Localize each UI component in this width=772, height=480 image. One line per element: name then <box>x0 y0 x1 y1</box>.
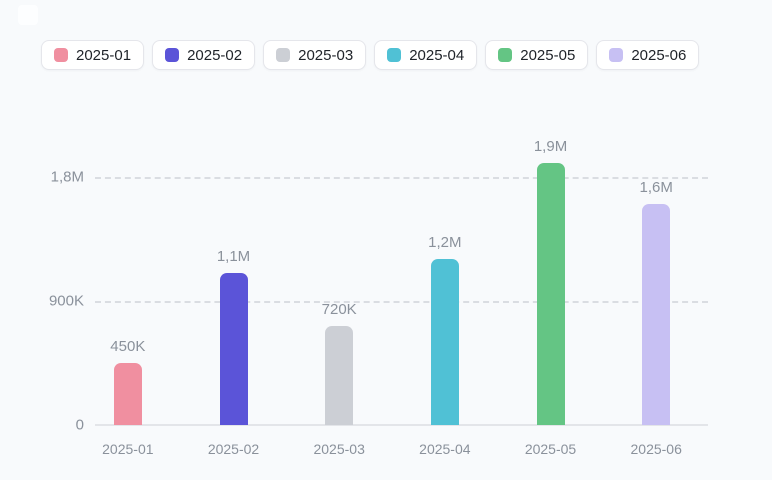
bar-value-label: 1,9M <box>533 137 568 155</box>
bar-cell-2025-03: 720K <box>286 150 392 426</box>
legend-item-label: 2025-05 <box>520 46 576 64</box>
legend-item-2025-04[interactable]: 2025-04 <box>374 40 478 70</box>
bar-cell-2025-02: 1,1M <box>181 150 287 426</box>
bar-2025-06[interactable] <box>642 204 671 425</box>
bar-value-label: 1,1M <box>216 248 251 266</box>
legend-item-2025-01[interactable]: 2025-01 <box>41 40 145 70</box>
grid-line <box>95 300 708 303</box>
x-axis-label-2025-02: 2025-02 <box>207 441 260 457</box>
bar-value-label: 720K <box>321 300 357 318</box>
bar-cell-2025-01: 450K <box>75 150 181 426</box>
x-axis-line <box>95 424 708 426</box>
legend-swatch <box>54 48 68 62</box>
top-left-widget <box>18 5 38 25</box>
legend: 2025-01 2025-02 2025-03 2025-04 2025-05 2025-… <box>41 40 700 70</box>
bar-2025-03[interactable] <box>325 325 354 425</box>
legend-item-label: 2025-06 <box>631 46 687 64</box>
bar-2025-05[interactable] <box>536 162 565 425</box>
legend-swatch <box>165 48 180 62</box>
y-axis-tick-label: 0 <box>75 416 84 434</box>
legend-swatch <box>498 48 513 62</box>
x-axis-label-2025-04: 2025-04 <box>419 441 471 457</box>
legend-item-label: 2025-02 <box>187 46 243 64</box>
bar-chart: 450K 1,1M 720K 1,2M 1,9M 1,6M <box>75 138 709 426</box>
legend-item-2025-05[interactable]: 2025-05 <box>485 40 589 70</box>
x-axis-labels: 2025-01 2025-02 2025-03 2025-04 2025-05 2025-… <box>75 441 709 457</box>
legend-item-label: 2025-03 <box>298 46 354 64</box>
bar-value-label: 1,6M <box>639 179 673 197</box>
legend-item-label: 2025-04 <box>409 46 465 64</box>
legend-item-2025-02[interactable]: 2025-02 <box>152 40 256 70</box>
legend-swatch <box>609 48 624 62</box>
bar-2025-04[interactable] <box>430 259 459 425</box>
legend-swatch <box>387 48 402 62</box>
y-axis-tick-label: 900K <box>48 292 84 310</box>
y-axis-tick-label: 1,8M <box>50 168 84 186</box>
legend-item-2025-06[interactable]: 2025-06 <box>596 40 700 70</box>
x-axis-label-2025-03: 2025-03 <box>313 441 365 457</box>
bar-value-label: 1,2M <box>428 234 462 252</box>
legend-item-label: 2025-01 <box>76 46 132 64</box>
grid-line <box>95 176 708 179</box>
bar-cell-2025-05: 1,9M <box>498 138 604 426</box>
legend-swatch <box>276 48 291 62</box>
x-axis-label-2025-06: 2025-06 <box>630 441 682 457</box>
bar-2025-02[interactable] <box>219 273 248 425</box>
bar-value-label: 450K <box>110 337 146 355</box>
bar-2025-01[interactable] <box>113 362 142 425</box>
x-axis-label-2025-01: 2025-01 <box>102 441 154 457</box>
bar-cell-2025-04: 1,2M <box>392 150 498 426</box>
legend-item-2025-03[interactable]: 2025-03 <box>263 40 367 70</box>
bars-area: 450K 1,1M 720K 1,2M 1,9M 1,6M <box>75 138 709 426</box>
x-axis-label-2025-05: 2025-05 <box>524 441 577 457</box>
bar-cell-2025-06: 1,6M <box>603 150 709 426</box>
